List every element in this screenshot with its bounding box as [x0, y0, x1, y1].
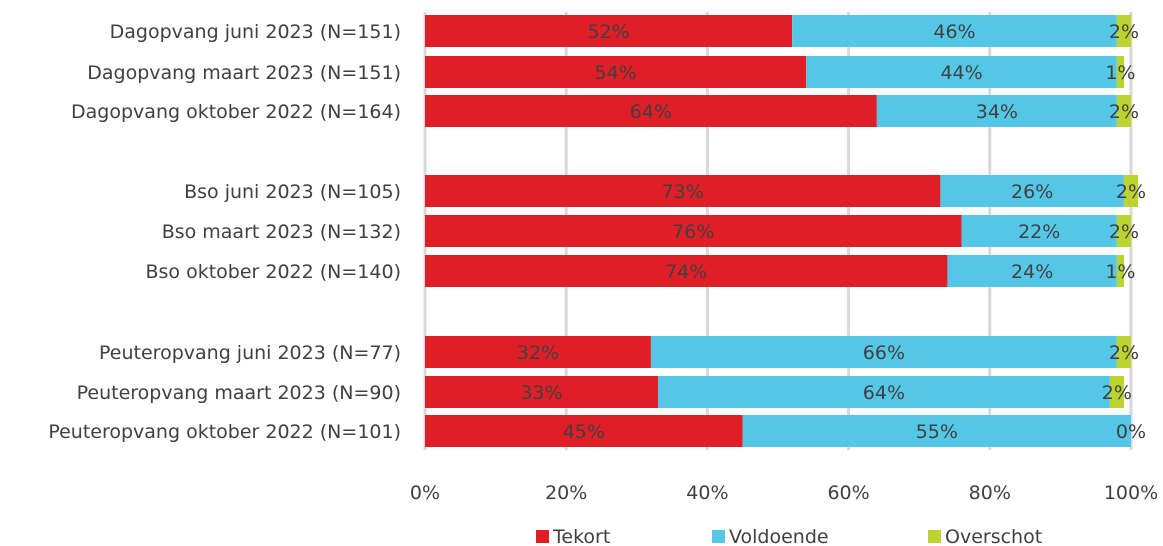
data-label: 76% — [672, 221, 714, 243]
data-label: 66% — [863, 342, 905, 364]
data-label: 46% — [933, 21, 975, 43]
data-label: 52% — [587, 21, 629, 43]
x-tick-label: 40% — [686, 482, 728, 504]
x-tick-label: 60% — [827, 482, 869, 504]
data-label: 1% — [1105, 62, 1135, 84]
bar-segment-overschot — [1116, 336, 1131, 368]
data-label: 2% — [1109, 101, 1139, 123]
bar-segment-voldoende — [657, 376, 1110, 408]
bar-segment-voldoende — [742, 415, 1131, 447]
bar-segment-tekort — [425, 215, 962, 247]
bar-segment-voldoende — [947, 255, 1117, 287]
data-label: 2% — [1116, 181, 1146, 203]
category-label: Peuteropvang oktober 2022 (N=101) — [48, 421, 401, 443]
bar-segment-tekort — [425, 95, 877, 127]
legend-label: Tekort — [552, 526, 610, 546]
category-label: Bso juni 2023 (N=105) — [184, 181, 401, 203]
data-label: 2% — [1102, 382, 1132, 404]
bar-segment-overschot — [1116, 56, 1124, 88]
data-label: 2% — [1109, 221, 1139, 243]
category-label: Dagopvang maart 2023 (N=151) — [87, 62, 401, 84]
bar-segment-voldoende — [650, 336, 1117, 368]
legend-swatch — [712, 530, 725, 543]
data-label: 73% — [662, 181, 704, 203]
x-tick-label: 100% — [1104, 482, 1158, 504]
category-label: Bso oktober 2022 (N=140) — [145, 261, 401, 283]
bar-segment-voldoende — [961, 215, 1117, 247]
data-label: 22% — [1018, 221, 1060, 243]
bar-segment-tekort — [425, 336, 651, 368]
category-label: Bso maart 2023 (N=132) — [162, 221, 401, 243]
bar-segment-voldoende — [876, 95, 1117, 127]
bar-segment-tekort — [425, 175, 941, 207]
legend-label: Overschot — [945, 526, 1042, 546]
data-label: 26% — [1011, 181, 1053, 203]
bar-segment-tekort — [425, 255, 948, 287]
data-label: 54% — [595, 62, 637, 84]
data-label: 24% — [1011, 261, 1053, 283]
legend-label: Voldoende — [729, 526, 829, 546]
data-label: 0% — [1116, 421, 1146, 443]
legend-swatch — [536, 530, 549, 543]
bar-segment-voldoende — [806, 56, 1117, 88]
data-label: 32% — [517, 342, 559, 364]
data-label: 64% — [863, 382, 905, 404]
data-label: 44% — [940, 62, 982, 84]
x-tick-labels: 0% 20% 40% 60% 80% 100% — [410, 482, 1158, 504]
category-labels: Dagopvang juni 2023 (N=151) Dagopvang maa… — [48, 21, 401, 443]
legend: Tekort Voldoende Overschot — [536, 526, 1042, 546]
bar-segment-voldoende — [792, 15, 1117, 47]
data-label: 64% — [630, 101, 672, 123]
bar-segment-voldoende — [940, 175, 1124, 207]
data-label: 2% — [1109, 342, 1139, 364]
data-label: 2% — [1109, 21, 1139, 43]
data-label: 45% — [563, 421, 605, 443]
bar-segment-overschot — [1116, 255, 1124, 287]
bar-segment-overschot — [1116, 215, 1131, 247]
bar-segment-tekort — [425, 376, 658, 408]
data-label: 1% — [1105, 261, 1135, 283]
bar-segment-overschot — [1123, 175, 1139, 207]
x-tick-label: 20% — [545, 482, 587, 504]
data-label: 33% — [520, 382, 562, 404]
legend-swatch — [928, 530, 941, 543]
bar-segment-overschot — [1116, 95, 1131, 127]
category-label: Dagopvang oktober 2022 (N=164) — [71, 101, 401, 123]
data-label: 55% — [916, 421, 958, 443]
bar-segment-tekort — [425, 56, 807, 88]
category-label: Dagopvang juni 2023 (N=151) — [110, 21, 401, 43]
bar-segment-tekort — [425, 415, 743, 447]
category-label: Peuteropvang maart 2023 (N=90) — [77, 382, 401, 404]
data-label: 34% — [976, 101, 1018, 123]
category-label: Peuteropvang juni 2023 (N=77) — [99, 342, 401, 364]
data-label: 74% — [665, 261, 707, 283]
bar-segment-tekort — [425, 15, 793, 47]
bar-segment-overschot — [1116, 15, 1131, 47]
bar-segment-overschot — [1109, 376, 1124, 408]
x-tick-label: 0% — [410, 482, 440, 504]
bars: 52% 46% 2% 54% 44% 1% 64% 34% 2% 73% 26% 2% 76% 22% 2%… — [425, 15, 1146, 447]
x-tick-label: 80% — [969, 482, 1011, 504]
